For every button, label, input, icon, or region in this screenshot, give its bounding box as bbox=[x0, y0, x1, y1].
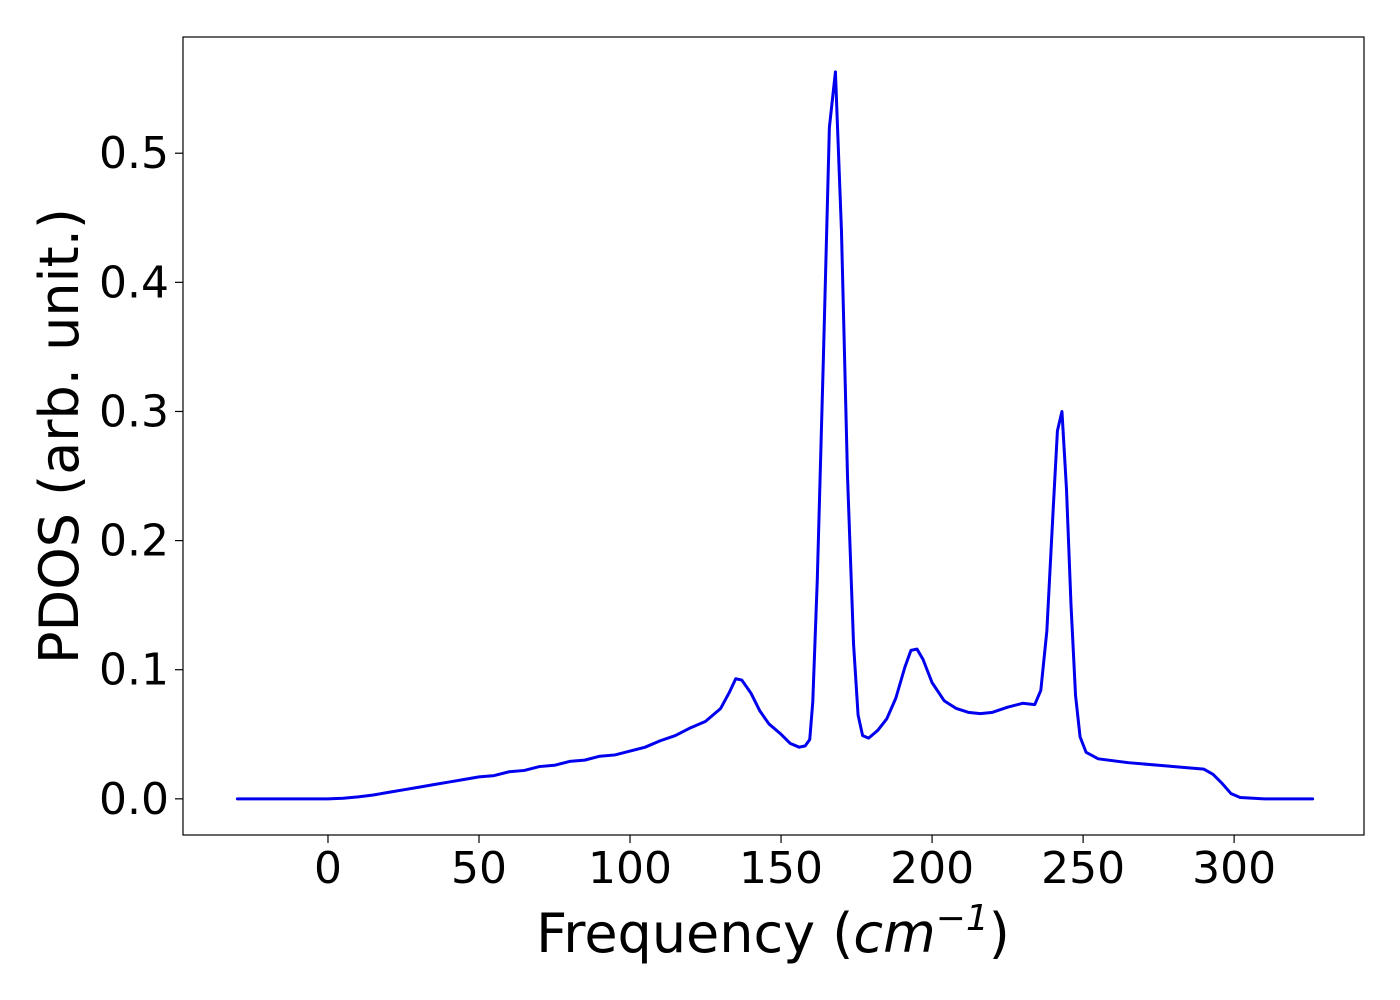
x-tick-label: 250 bbox=[1041, 843, 1125, 894]
x-axis-label: Frequency (cm−1) bbox=[536, 898, 1010, 965]
y-tick-label: 0.3 bbox=[99, 386, 169, 437]
x-axis-label-text: Frequency ( bbox=[536, 902, 853, 965]
x-axis-label-unit-base: cm bbox=[853, 902, 935, 965]
plot-frame bbox=[182, 36, 1365, 836]
y-tick-label: 0.1 bbox=[99, 645, 169, 696]
x-tick-label: 50 bbox=[451, 843, 507, 894]
x-axis-label-unit-exp: −1 bbox=[936, 898, 989, 939]
x-tick-label: 200 bbox=[890, 843, 974, 894]
y-tick-label: 0.0 bbox=[99, 774, 169, 825]
x-axis-label-close: ) bbox=[989, 902, 1010, 965]
y-axis-label: PDOS (arb. unit.) bbox=[28, 208, 91, 664]
x-tick-label: 0 bbox=[314, 843, 342, 894]
y-tick-label: 0.2 bbox=[99, 516, 169, 567]
y-axis-ticks: 0.0 0.1 0.2 0.3 0.4 0.5 bbox=[99, 128, 183, 825]
y-tick-label: 0.5 bbox=[99, 128, 169, 179]
y-tick-label: 0.4 bbox=[99, 257, 169, 308]
x-tick-label: 300 bbox=[1192, 843, 1276, 894]
x-tick-label: 100 bbox=[588, 843, 672, 894]
x-tick-label: 150 bbox=[739, 843, 823, 894]
x-axis-ticks: 0 50 100 150 200 250 300 bbox=[314, 835, 1276, 894]
series-line bbox=[235, 70, 1315, 801]
